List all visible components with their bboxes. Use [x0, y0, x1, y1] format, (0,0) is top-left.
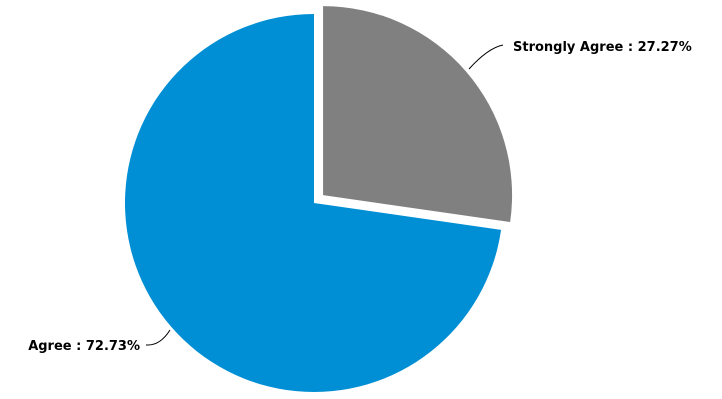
pie-slice-strongly-agree	[323, 6, 513, 223]
pie-slices	[125, 6, 513, 392]
pie-slice-agree	[125, 13, 502, 392]
pie-leader-lines	[145, 44, 504, 346]
leader-line-agree	[145, 329, 171, 346]
leader-line-strongly-agree	[468, 44, 504, 70]
pie-labels: Strongly Agree : 27.27% Agree : 72.73%	[28, 40, 692, 354]
slice-label-strongly-agree: Strongly Agree : 27.27%	[513, 40, 692, 55]
slice-label-agree: Agree : 72.73%	[28, 339, 140, 354]
